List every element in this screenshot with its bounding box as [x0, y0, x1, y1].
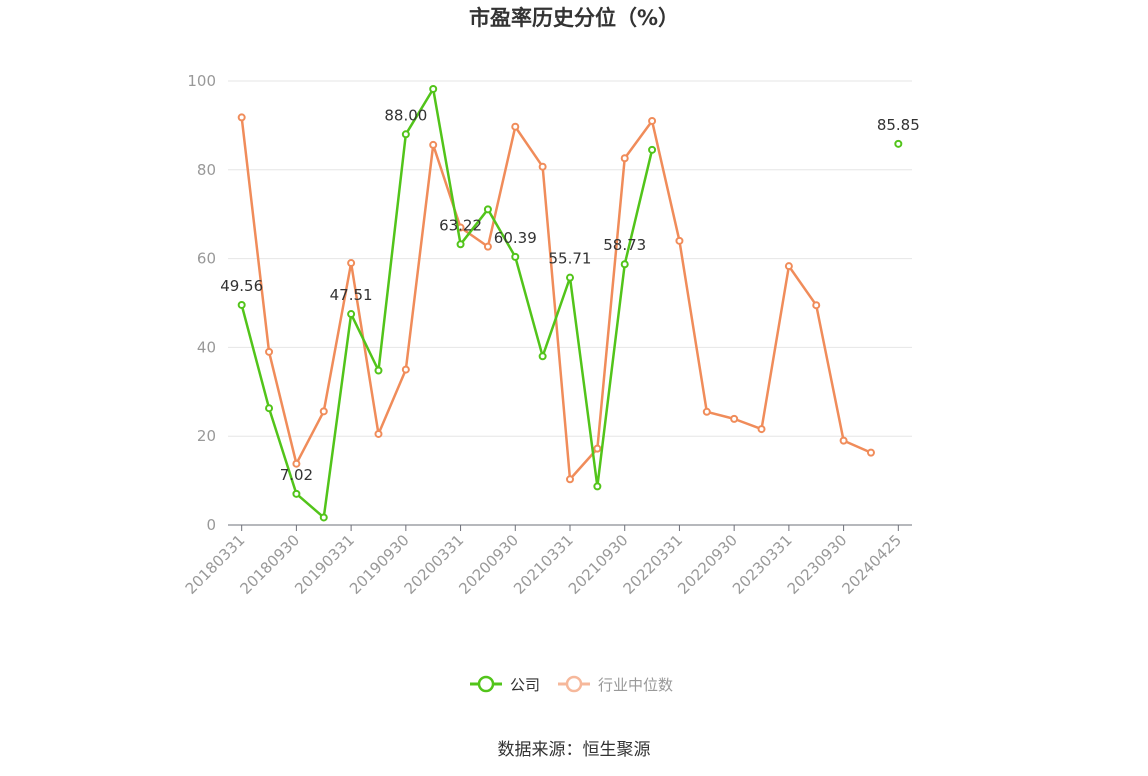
data-point[interactable]: [730, 414, 739, 423]
y-tick-label: 100: [187, 72, 216, 90]
data-label: 63.22: [439, 216, 482, 234]
data-point[interactable]: [675, 236, 684, 245]
data-label: 58.73: [603, 236, 646, 254]
legend-marker-industry: [565, 675, 583, 693]
data-point[interactable]: [265, 347, 274, 356]
legend-marker-company: [477, 675, 495, 693]
data-point[interactable]: [292, 459, 301, 468]
data-point[interactable]: [319, 407, 328, 416]
data-point[interactable]: [648, 145, 657, 154]
data-point[interactable]: [511, 122, 520, 131]
legend-label-company: 公司: [510, 676, 540, 694]
data-label: 47.51: [330, 286, 373, 304]
data-point[interactable]: [347, 310, 356, 319]
data-point[interactable]: [812, 301, 821, 310]
data-point[interactable]: [265, 404, 274, 413]
series-company: [237, 84, 903, 522]
data-point[interactable]: [237, 113, 246, 122]
data-point[interactable]: [593, 482, 602, 491]
y-tick-label: 80: [197, 161, 216, 179]
data-point[interactable]: [347, 259, 356, 268]
data-label: 85.85: [877, 116, 920, 134]
series-layer: [237, 84, 903, 522]
data-point[interactable]: [374, 429, 383, 438]
y-tick-label: 40: [197, 338, 216, 356]
x-tick-label: 20240425: [838, 531, 905, 598]
data-label: 88.00: [384, 106, 427, 124]
series-line-industry: [240, 117, 872, 481]
data-point[interactable]: [866, 448, 875, 457]
data-point[interactable]: [648, 116, 657, 125]
data-point[interactable]: [620, 154, 629, 163]
data-point[interactable]: [292, 489, 301, 498]
data-label: 49.56: [220, 277, 263, 295]
data-point[interactable]: [401, 130, 410, 139]
data-point[interactable]: [319, 513, 328, 522]
y-tick-label: 60: [197, 250, 216, 268]
data-point[interactable]: [593, 444, 602, 453]
data-point[interactable]: [538, 352, 547, 361]
data-point[interactable]: [702, 407, 711, 416]
data-label: 7.02: [280, 466, 313, 484]
data-point[interactable]: [566, 475, 574, 484]
data-label: 55.71: [549, 250, 592, 268]
source-note: 数据来源：恒生聚源: [498, 740, 651, 760]
data-point[interactable]: [511, 252, 520, 261]
data-point[interactable]: [483, 205, 492, 214]
legend-item-industry[interactable]: 行业中位数: [558, 675, 673, 694]
data-point[interactable]: [401, 365, 410, 374]
y-tick-label: 0: [206, 516, 216, 534]
data-point[interactable]: [429, 84, 438, 93]
legend-item-company[interactable]: 公司: [470, 675, 540, 694]
data-labels: 49.56 7.02 47.51 88.00 63.22 60.39 55.71 58.73 8…: [220, 106, 920, 484]
data-point[interactable]: [566, 273, 574, 282]
data-point[interactable]: [784, 262, 793, 271]
axes: 0204060801002018033120180930201903312019…: [182, 72, 912, 598]
data-point[interactable]: [894, 139, 903, 148]
data-point[interactable]: [429, 140, 438, 149]
data-point[interactable]: [483, 242, 492, 251]
data-point[interactable]: [839, 436, 848, 445]
data-point[interactable]: [456, 240, 465, 249]
legend-label-industry: 行业中位数: [598, 676, 673, 694]
series-industry: [237, 113, 875, 484]
legend[interactable]: 公司 行业中位数: [470, 675, 673, 694]
data-point[interactable]: [374, 366, 383, 375]
y-tick-label: 20: [197, 427, 216, 445]
data-point[interactable]: [757, 425, 766, 434]
chart-title: 市盈率历史分位（%）: [469, 6, 679, 30]
data-point[interactable]: [237, 300, 246, 309]
data-point[interactable]: [620, 260, 629, 269]
data-label: 60.39: [494, 229, 537, 247]
data-point[interactable]: [538, 162, 547, 171]
grid: [228, 80, 912, 437]
